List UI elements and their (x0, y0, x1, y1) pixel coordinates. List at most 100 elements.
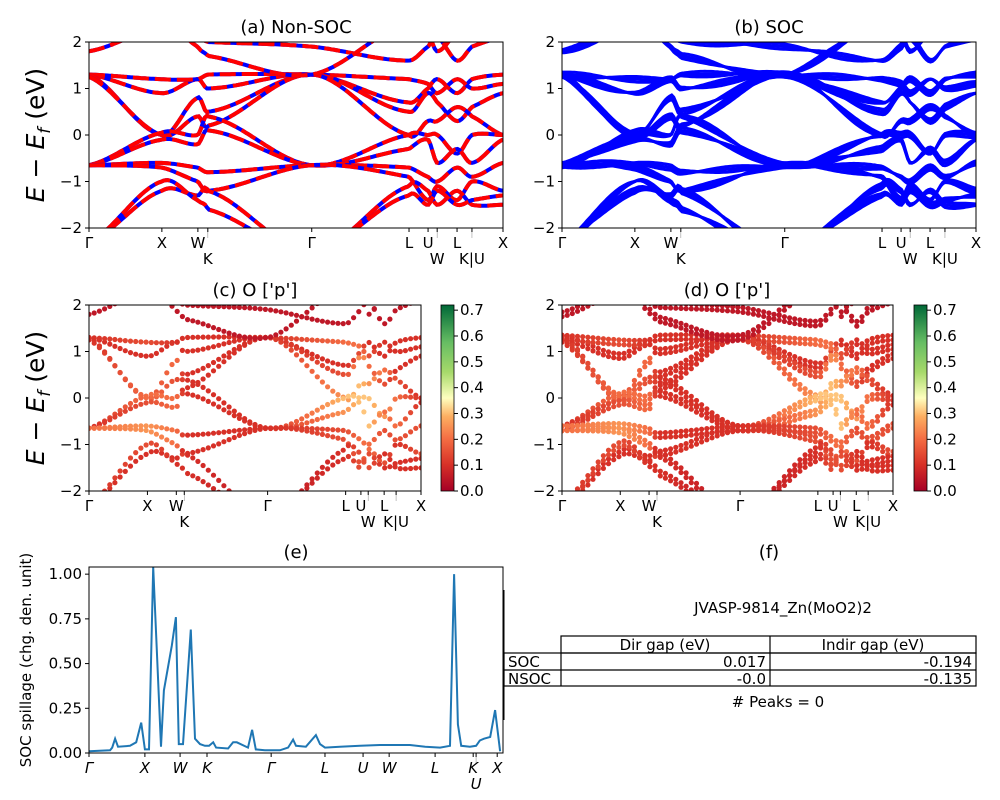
panel-d-ytick-label: −1 (533, 436, 555, 454)
projected-band-point (693, 343, 700, 349)
projected-band-point (668, 391, 674, 398)
projected-band-point (647, 311, 653, 317)
projected-band-point (418, 353, 421, 359)
projected-band-point (179, 371, 185, 377)
projected-band-point (838, 421, 844, 427)
projected-band-point (823, 361, 829, 367)
projected-band-point (683, 470, 689, 476)
projected-band-point (802, 431, 808, 438)
projected-band-point (159, 389, 165, 395)
projected-band-point (611, 457, 617, 463)
projected-band-point (153, 431, 159, 437)
projected-band-point (755, 423, 762, 429)
projected-band-point (179, 335, 185, 341)
projected-band-point (325, 413, 331, 419)
projected-band-point (319, 404, 325, 410)
panel-e-xtick-label: U (358, 759, 369, 777)
projected-band-point (869, 377, 875, 383)
projected-band-point (574, 486, 581, 491)
projected-band-point (387, 290, 392, 295)
projected-band-point (413, 456, 419, 462)
projected-band-point (382, 451, 388, 457)
projected-band-point (704, 352, 710, 358)
projected-band-point (818, 338, 824, 344)
projected-band-point (621, 401, 627, 407)
projected-band-point (812, 341, 819, 347)
projected-band-point (340, 321, 346, 327)
projected-band-point (653, 299, 658, 304)
projected-band-point (325, 384, 331, 390)
projected-band-point (756, 501, 761, 506)
projected-band-point (709, 501, 714, 506)
projected-band-point (797, 317, 803, 323)
projected-band-point (688, 401, 694, 408)
projected-band-point (590, 428, 596, 434)
projected-band-point (818, 369, 824, 375)
projected-band-point (694, 491, 699, 496)
projected-band-point (107, 305, 113, 309)
projected-band-point (314, 416, 320, 423)
projected-band-point (232, 500, 237, 505)
projected-band-point (859, 466, 865, 472)
projected-band-point (699, 352, 705, 358)
projected-band-point (890, 397, 893, 403)
projected-band-point (622, 286, 627, 291)
projected-band-point (637, 434, 643, 441)
projected-band-point (745, 427, 751, 433)
projected-band-point (880, 344, 886, 350)
projected-band-point (345, 393, 351, 399)
projected-band-point (657, 434, 663, 441)
projected-band-point (242, 502, 247, 507)
projected-band-point (247, 305, 253, 311)
projected-band-point (397, 421, 403, 427)
projected-band-point (797, 411, 803, 417)
projected-band-point (874, 381, 881, 387)
projected-band-point (605, 429, 612, 435)
projected-band-point (210, 392, 217, 398)
projected-band-point (642, 442, 648, 448)
panel-c-colorbar-label: 0.6 (460, 327, 484, 345)
projected-band-point (284, 504, 289, 509)
projected-band-point (755, 312, 762, 318)
projected-band-point (595, 406, 601, 412)
panel-e-xtick-label: L (321, 759, 329, 777)
projected-band-point (616, 449, 622, 455)
projected-band-point (190, 305, 196, 308)
projected-band-point (781, 416, 788, 422)
projected-band-point (273, 510, 278, 515)
projected-band-point (371, 376, 377, 382)
projected-band-point (797, 295, 802, 300)
panel-b-xtick-label: L (878, 234, 887, 252)
projected-band-point (828, 357, 834, 363)
projected-band-point (859, 454, 865, 460)
projected-band-point (683, 336, 689, 342)
projected-band-point (626, 433, 632, 440)
projected-band-point (771, 488, 777, 491)
projected-band-point (678, 347, 684, 353)
projected-band-point (574, 423, 581, 429)
projected-band-point (247, 335, 253, 341)
projected-band-point (812, 434, 819, 440)
panel-c-colorbar-label: 0.5 (460, 353, 484, 371)
panel-a-ytick-label: 0 (72, 126, 82, 144)
projected-band-point (890, 421, 893, 427)
panel-c-xtick-label: X (142, 497, 152, 515)
panel-b-plot-area (562, 42, 976, 228)
projected-band-point (699, 402, 705, 408)
projected-band-point (153, 442, 159, 448)
projected-band-point (195, 319, 201, 325)
projected-band-point (818, 279, 823, 284)
projected-band-point (657, 305, 663, 311)
projected-band-point (724, 333, 731, 339)
projected-band-point (838, 309, 844, 315)
projected-band-point (812, 360, 819, 366)
projected-band-point (387, 452, 393, 458)
projected-band-point (216, 477, 222, 483)
projected-band-point (221, 407, 227, 413)
projected-band-point (351, 315, 357, 321)
projected-band-point (849, 451, 855, 457)
projected-band-point (288, 342, 294, 348)
projected-band-point (252, 509, 257, 514)
projected-band-point (621, 438, 627, 444)
projected-band-point (605, 353, 612, 360)
